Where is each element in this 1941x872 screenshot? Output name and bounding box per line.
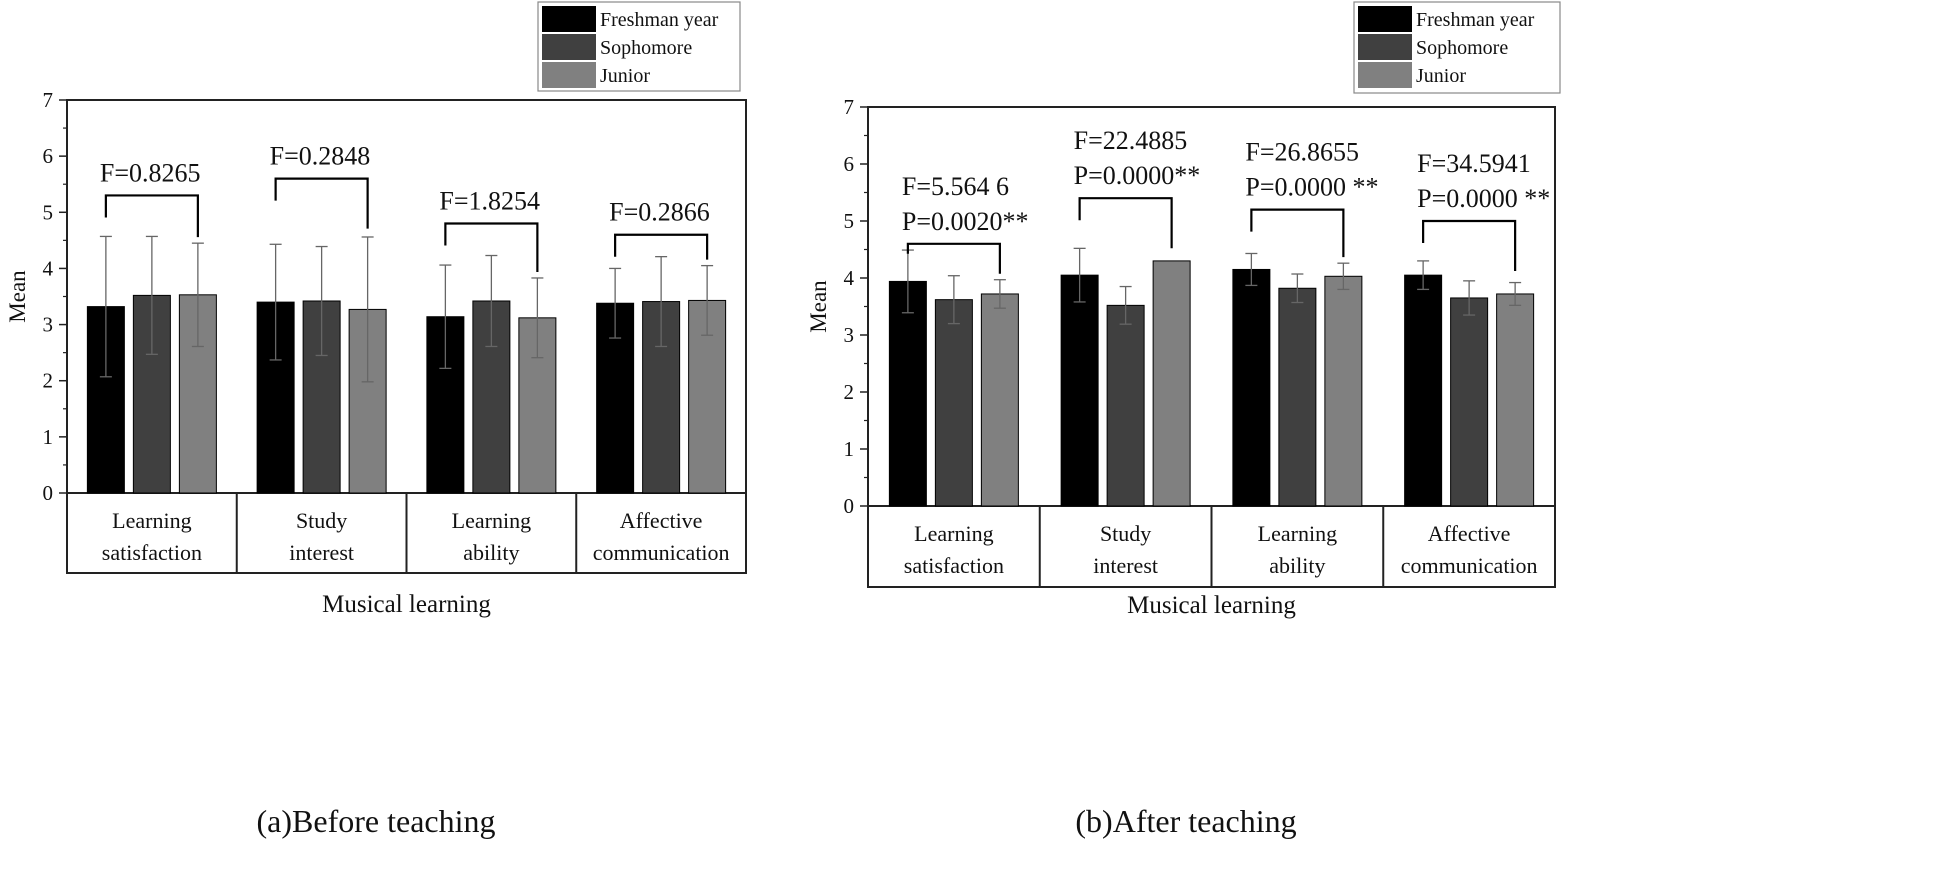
y-tick-label: 2 [844,380,855,404]
category-label: interest [289,540,354,565]
legend-entry: Junior [600,65,650,87]
category-label: ability [1269,553,1325,578]
significance-bracket [1250,208,1345,258]
y-tick-label: 7 [43,88,54,112]
bar-sophomore [1450,297,1489,507]
y-axis-label: Mean [806,280,831,333]
category-label: Learning [452,508,531,533]
stat-annotation: F=5.564 6 [902,172,1009,201]
legend-swatch-freshman [542,6,596,32]
category-label: Study [1100,521,1151,546]
y-tick-label: 6 [844,152,855,176]
y-tick-label: 5 [844,209,855,233]
y-tick-label: 4 [844,266,855,290]
significance-bracket [104,194,199,238]
stat-annotation: F=0.2848 [270,142,371,171]
category-label: Learning [914,521,993,546]
y-tick-label: 3 [844,323,855,347]
category-label: communication [1401,553,1538,578]
stat-annotation: F=1.8254 [439,187,540,216]
bar-junior [1496,293,1535,507]
significance-bracket [1078,197,1173,249]
bar-freshman [1232,268,1271,507]
bar-sophomore [1106,304,1145,507]
y-tick-label: 7 [844,95,855,119]
legend-swatch-freshman [1358,6,1412,32]
bar-freshman [1404,274,1443,507]
legend-entry: Junior [1416,65,1466,87]
bar-junior [1324,275,1363,507]
significance-bracket [444,222,539,272]
y-tick-label: 1 [844,437,855,461]
stat-annotation: F=22.4885 [1074,126,1188,155]
y-tick-label: 4 [43,256,54,280]
y-tick-label: 2 [43,369,54,393]
y-tick-label: 5 [43,200,54,224]
stat-annotation: P=0.0000 ** [1417,184,1550,213]
category-label: Learning [1258,521,1337,546]
figure-caption: (b)After teaching [1075,803,1296,839]
legend-swatch-junior [1358,62,1412,88]
category-label: Study [296,508,347,533]
stat-annotation: F=0.2866 [609,198,710,227]
legend-swatch-sophomore [542,34,596,60]
stat-annotation: P=0.0000** [1074,161,1201,190]
category-label: communication [593,540,730,565]
significance-bracket [274,177,369,229]
y-tick-label: 0 [844,494,855,518]
y-tick-label: 0 [43,481,54,505]
x-axis-label: Musical learning [1127,592,1296,619]
significance-bracket [1422,219,1517,271]
legend-swatch-junior [542,62,596,88]
category-label: satisfaction [102,540,202,565]
category-label: Affective [620,508,703,533]
legend: Freshman year Sophomore Junior [537,1,741,92]
legend-entry: Freshman year [600,9,719,31]
category-label: interest [1093,553,1158,578]
stat-annotation: F=26.8655 [1245,138,1359,167]
stat-annotation: P=0.0020** [902,207,1029,236]
chart-a: 0 1 2 3 4 5 6 7 Mean Learning satisfaction F=0.8265… [5,1,747,839]
category-label: ability [463,540,519,565]
significance-bracket [614,233,709,260]
stat-annotation: F=0.8265 [100,158,201,187]
bar-freshman [888,280,927,507]
y-tick-label: 1 [43,425,54,449]
bar-freshman [1060,274,1099,507]
bar-junior [1152,260,1191,507]
y-axis-label: Mean [5,270,30,323]
chart-b: 0 1 2 3 4 5 6 7 Mean Learning satisfaction F=5.564 … [806,1,1561,839]
y-tick-label: 3 [43,313,54,337]
bar-sophomore [934,299,973,507]
legend-swatch-sophomore [1358,34,1412,60]
stat-annotation: F=34.5941 [1417,149,1531,178]
legend-entry: Sophomore [1416,37,1508,59]
legend: Freshman year Sophomore Junior [1353,1,1561,94]
category-label: Affective [1428,521,1511,546]
category-label: satisfaction [904,553,1004,578]
legend-entry: Sophomore [600,37,692,59]
category-label: Learning [112,508,191,533]
bar-junior [980,293,1019,507]
significance-bracket [906,242,1001,274]
x-axis-label: Musical learning [322,591,491,618]
stat-annotation: P=0.0000 ** [1245,173,1378,202]
legend-entry: Freshman year [1416,9,1535,31]
y-tick-label: 6 [43,144,54,168]
figure-caption: (a)Before teaching [257,803,496,839]
bar-sophomore [1278,287,1317,507]
